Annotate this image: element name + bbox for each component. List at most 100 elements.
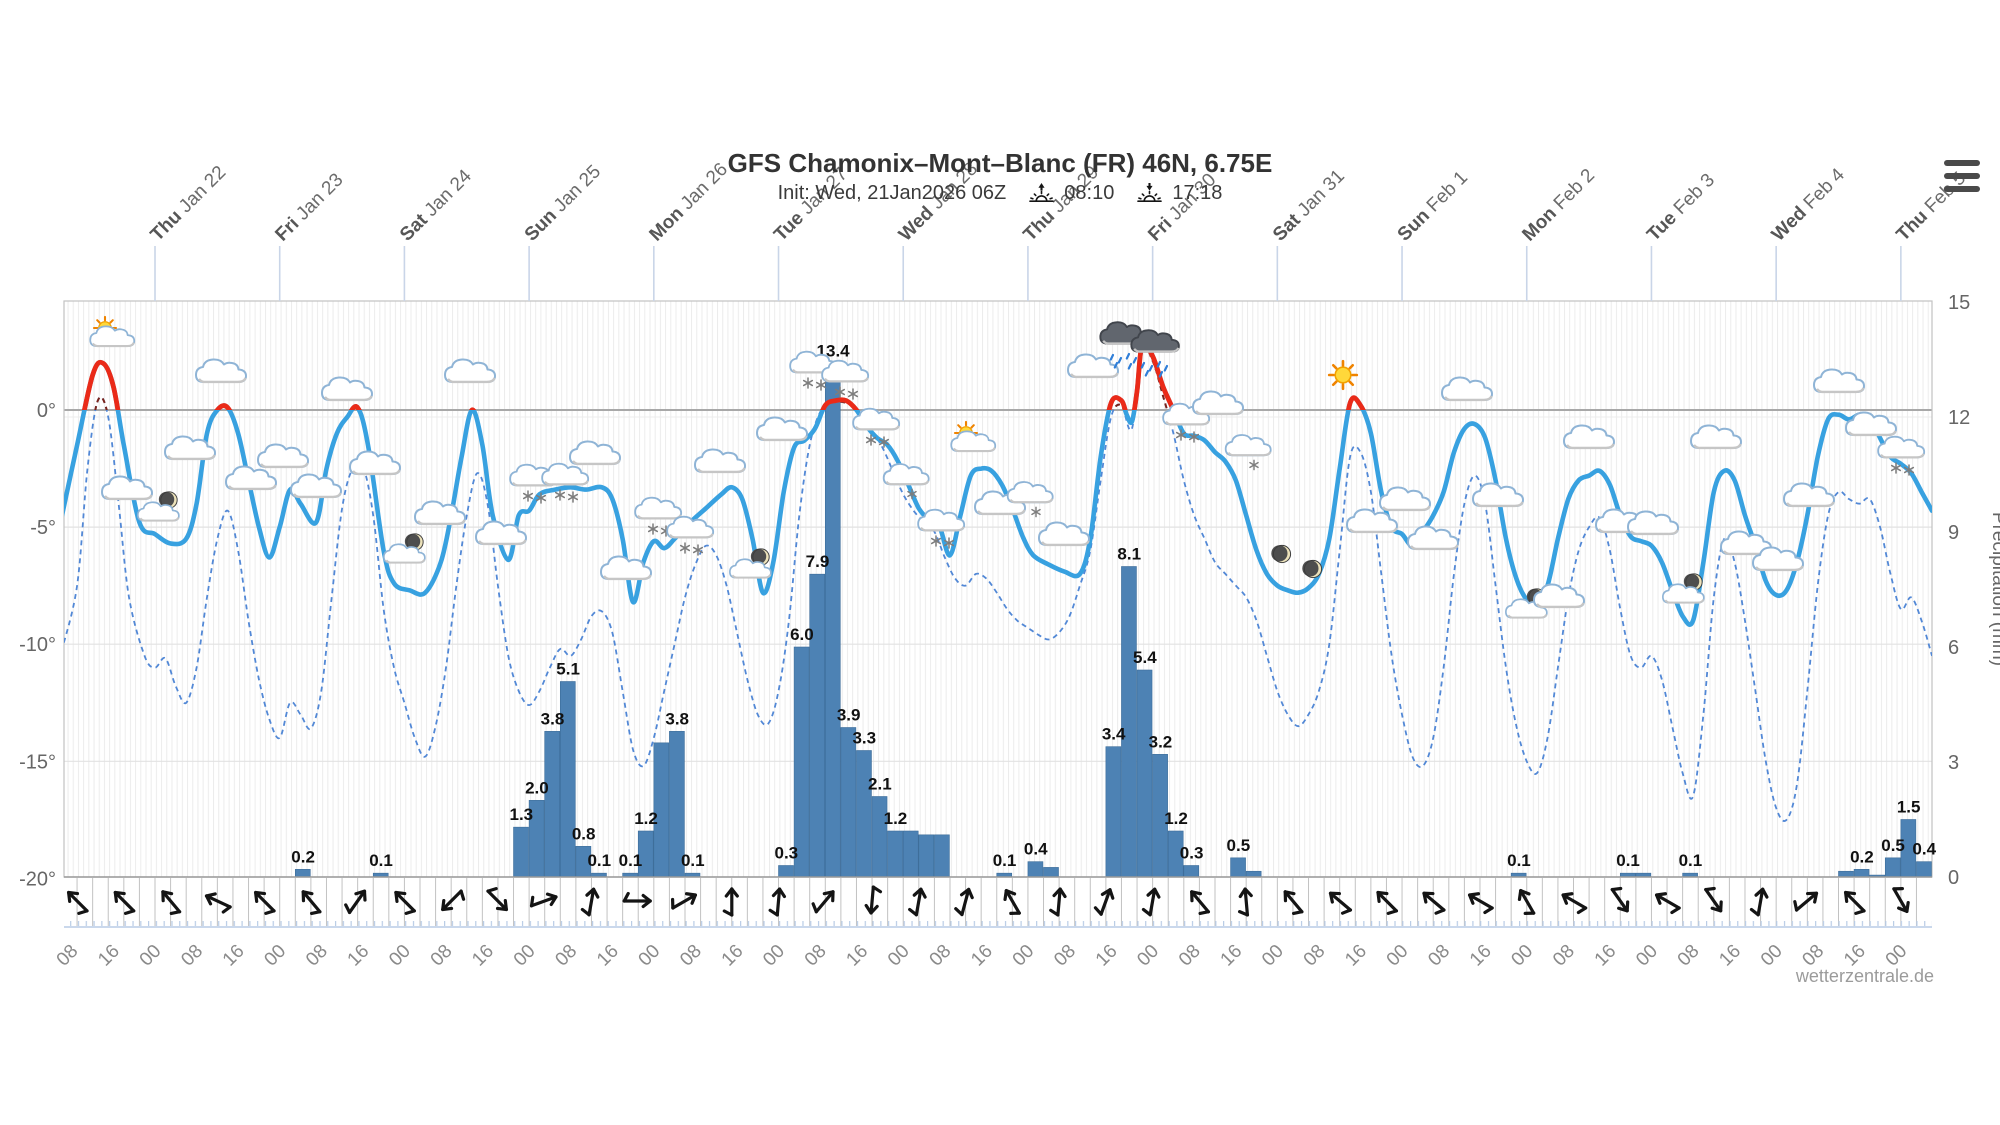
wind-arrow: [161, 890, 182, 916]
hour-tick-label: 08: [1674, 941, 1704, 971]
weather-icon-cloud: [1346, 508, 1398, 534]
precip-bar: [1152, 754, 1168, 877]
precip-bar: [513, 826, 529, 877]
weather-icon-moon-cloud: [729, 548, 772, 579]
weather-icon-cloud: [1441, 376, 1493, 402]
hour-tick-label: 00: [884, 941, 914, 971]
precip-bar: [1027, 861, 1044, 877]
weather-icon-cloud: [756, 416, 808, 442]
weather-icon-snow-cloud-1: [882, 463, 930, 500]
menu-bar-icon: [1944, 186, 1980, 192]
weather-icon-sun-cloud: [89, 315, 136, 348]
wind-arrow: [486, 887, 508, 912]
weather-icon-cloud: [1783, 482, 1835, 508]
precip-bar: [1167, 830, 1184, 877]
day-label: Tue Feb 3: [1643, 170, 1719, 246]
precip-axis-label: 15: [1948, 292, 1970, 314]
temp-axis-label: 0°: [37, 400, 56, 422]
precip-bar-label: 1.2: [1164, 809, 1188, 828]
temp-axis-label: -15°: [19, 751, 56, 773]
precip-bar-label: 0.5: [1227, 836, 1251, 855]
hour-tick-label: 16: [344, 941, 374, 971]
hour-tick-label: 16: [1591, 941, 1621, 971]
precip-bar-label: 5.4: [1133, 648, 1157, 667]
menu-bar-icon: [1944, 160, 1980, 166]
wind-arrow: [1610, 886, 1630, 913]
temp-axis-label: -20°: [19, 868, 56, 890]
day-label: Mon Jan 26: [646, 159, 733, 246]
precip-bar-label: 0.1: [1679, 851, 1703, 870]
precip-bar: [1853, 869, 1870, 877]
wind-arrow: [1468, 892, 1494, 915]
precip-bar-label: 5.1: [556, 660, 580, 679]
precip-bar: [887, 830, 903, 877]
wind-arrow: [864, 885, 883, 915]
hour-tick-label: 00: [136, 941, 166, 971]
weather-icon-cloud: [569, 440, 621, 466]
precip-bar: [544, 731, 560, 877]
precip-bar-label: 1.3: [510, 805, 534, 824]
wind-arrow: [1793, 891, 1819, 912]
precip-bar-label: 0.1: [1616, 851, 1640, 870]
hour-tick-label: 08: [1424, 941, 1454, 971]
wind-arrow: [1517, 889, 1536, 916]
hour-tick-label: 00: [1133, 941, 1163, 971]
wind-arrow: [1238, 887, 1253, 917]
weather-icon-snow-cloud: [852, 407, 901, 448]
wind-arrow: [1655, 892, 1681, 915]
weather-icon-sun-cloud: [950, 420, 997, 453]
wind-arrow: [908, 887, 927, 917]
minor-tick-row: [64, 921, 1932, 926]
weather-icon-snow-cloud: [821, 359, 870, 400]
day-label: Fri Jan 30: [1144, 169, 1220, 245]
weather-icon-cloud: [414, 500, 466, 526]
precip-bar: [778, 865, 794, 877]
precip-bar-label: 0.1: [587, 851, 611, 870]
precip-bar: [1884, 857, 1901, 877]
wind-arrow: [1749, 887, 1769, 917]
day-label: Thu Jan 22: [147, 162, 231, 246]
day-label: Fri Jan 23: [271, 169, 347, 245]
menu-button[interactable]: [1944, 160, 1980, 192]
precip-bar: [1136, 669, 1153, 877]
day-label: Mon Feb 2: [1518, 165, 1599, 246]
precip-bar: [824, 363, 841, 877]
temperature-line: [64, 340, 1932, 627]
precip-bar-label: 3.8: [541, 709, 565, 728]
hour-tick-label: 08: [801, 941, 831, 971]
wind-arrow: [1190, 890, 1210, 916]
hour-tick-label: 16: [718, 941, 748, 971]
hour-tick-label: 16: [1217, 941, 1247, 971]
weather-icon-cloud: [257, 443, 309, 469]
day-label: Wed Feb 4: [1768, 164, 1849, 245]
precip-bar-label: 3.4: [1102, 725, 1126, 744]
weather-icon-cloud: [1752, 546, 1804, 572]
precip-axis-title: Precipitation (mm): [1988, 512, 2000, 666]
hour-tick-label: 16: [842, 941, 872, 971]
wind-arrow: [67, 890, 89, 915]
hour-tick-label: 08: [1175, 941, 1205, 971]
precip-bar-label: 0.5: [1881, 836, 1905, 855]
wind-arrow: [1376, 890, 1398, 915]
weather-icon-cloud: [1379, 486, 1431, 512]
wind-arrow: [1003, 889, 1021, 916]
precip-bar-label: 0.1: [993, 851, 1017, 870]
precip-bar-label: 7.9: [806, 552, 830, 571]
hour-tick-label: 16: [94, 941, 124, 971]
wind-arrow: [811, 890, 835, 914]
day-label: Sat Jan 24: [396, 165, 476, 245]
hour-tick-label: 00: [635, 941, 665, 971]
wind-arrow: [1141, 887, 1161, 917]
weather-icon-cloud: [1192, 390, 1244, 416]
precip-axis-label: 0: [1948, 867, 1959, 889]
precip-bar-label: 0.2: [291, 847, 315, 866]
precip-bar-label: 3.3: [852, 729, 876, 748]
precip-bar-label: 0.2: [1850, 847, 1874, 866]
hour-tick-label: 16: [593, 941, 623, 971]
hour-tick-label: 00: [1507, 941, 1537, 971]
weather-icon-cloud: [290, 473, 342, 499]
wind-arrow: [1283, 890, 1304, 916]
hour-tick-label: 16: [468, 941, 498, 971]
wind-arrow: [1422, 891, 1446, 915]
